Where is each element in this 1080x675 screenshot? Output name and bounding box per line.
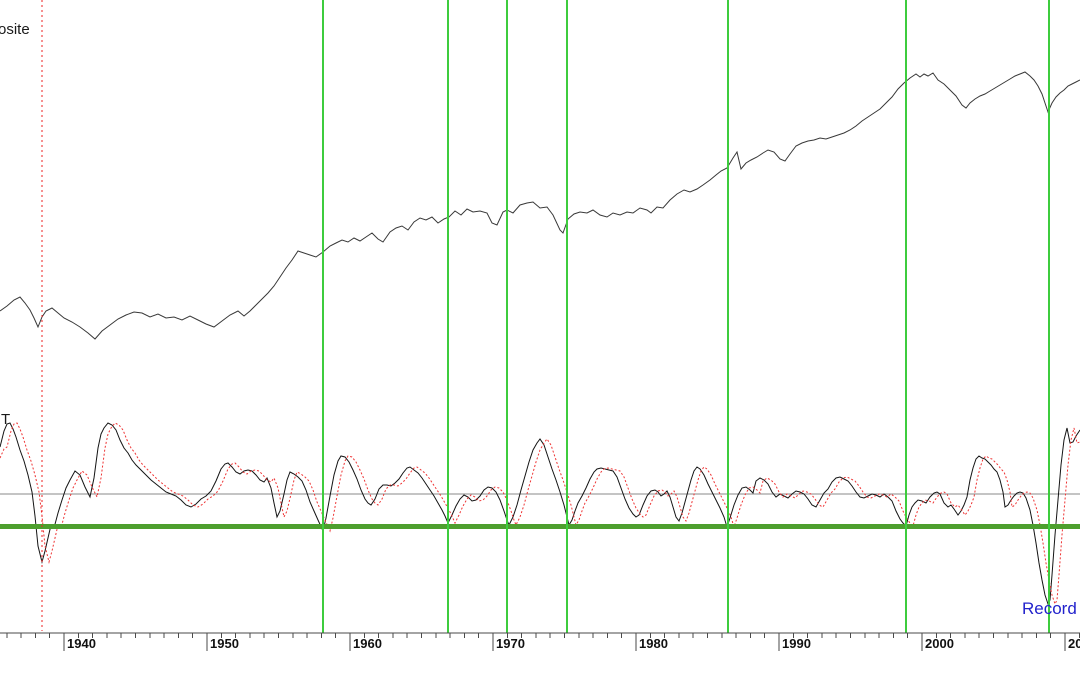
axis-tick-label: 1940 [67,636,96,651]
axis-tick-label: 1990 [782,636,811,651]
indicator-signal-line [0,422,1080,606]
axis-tick-label: 1950 [210,636,239,651]
threshold-line [0,524,1080,529]
indicator-label-fragment: T [1,411,11,428]
axis-tick-label: 1980 [639,636,668,651]
indicator-line [0,422,1080,606]
axis-tick-label: 1960 [353,636,382,651]
axis-tick-label: 1970 [496,636,525,651]
axis-tick-label: 2010 [1068,636,1080,651]
axis-tick-label: 2000 [925,636,954,651]
price-line [0,71,1080,340]
record-low-annotation: Record [1022,599,1077,618]
price-series-label-fragment: osite [0,21,30,38]
